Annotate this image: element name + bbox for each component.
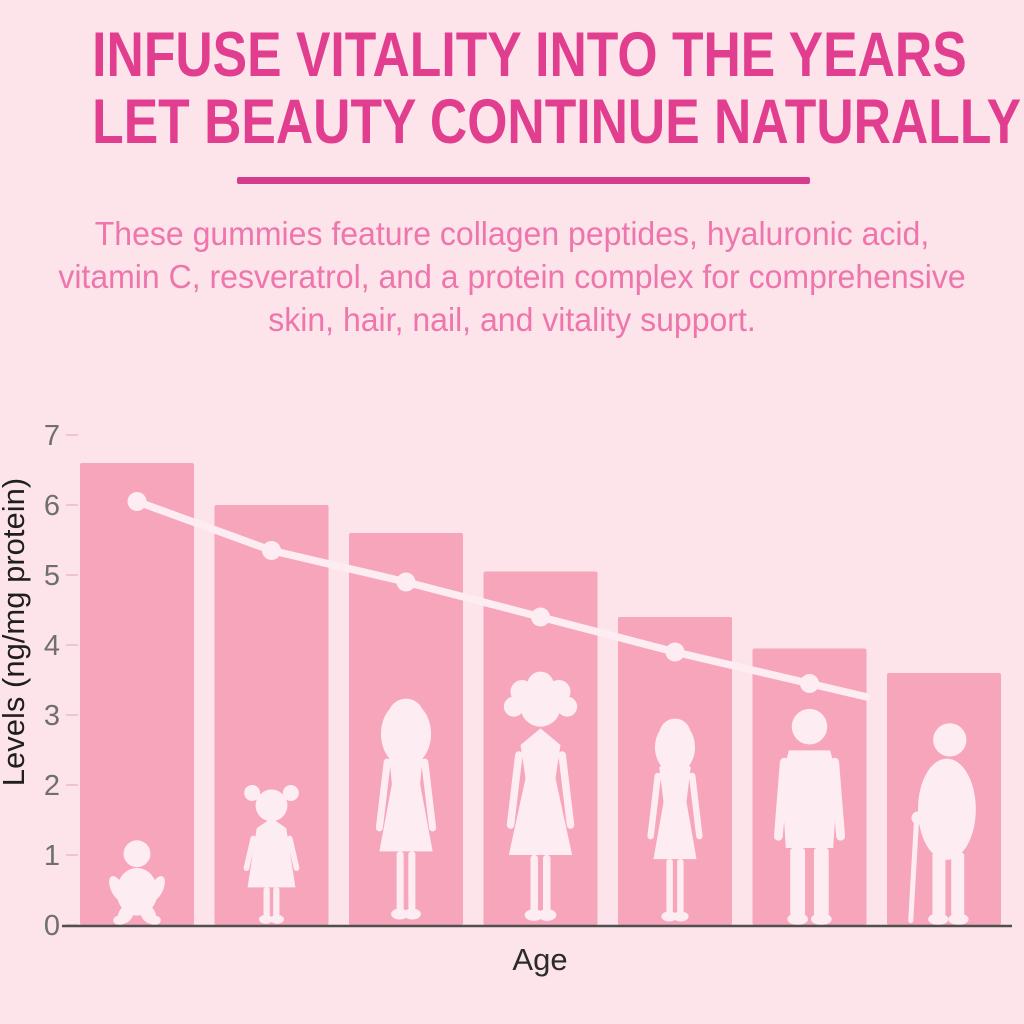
fig-part: [908, 818, 920, 924]
fig-part: [508, 728, 573, 855]
subtitle-text: These gummies feature collagen peptides,…: [58, 215, 966, 338]
fig-part: [258, 914, 273, 924]
fig-part: [781, 750, 838, 849]
elderly-man-with-cane-silhouette: [908, 723, 976, 925]
fig-part: [503, 696, 524, 717]
fig-part: [558, 751, 575, 829]
y-tick-label: 4: [44, 630, 60, 662]
fig-part: [263, 887, 270, 918]
curly-hair-woman-silhouette: [503, 671, 578, 921]
fig-part: [951, 852, 965, 917]
fig-part: [773, 757, 789, 841]
title-line-2: LET BEAUTY CONTINUE NATURALLY: [92, 87, 1022, 157]
fig-part: [659, 718, 691, 751]
fig-part: [270, 914, 285, 924]
fig-part: [557, 696, 578, 717]
trend-marker-4: [531, 607, 550, 627]
y-tick-label: 6: [44, 490, 60, 522]
fig-part: [677, 859, 684, 914]
trend-marker-2: [262, 541, 281, 560]
fig-part: [790, 848, 806, 917]
age-decline-chart: 0 1 2 3 4 5 6 7 Age Levels (ng/mg protein): [0, 400, 1024, 1024]
y-tick-label: 2: [44, 770, 60, 802]
divider-rule: [237, 177, 810, 184]
fig-part: [787, 913, 809, 925]
fig-part: [403, 908, 421, 920]
fig-part: [255, 789, 288, 822]
fig-part: [408, 851, 416, 911]
fig-part: [524, 909, 543, 921]
y-tick-label: 7: [44, 420, 60, 452]
trend-marker-6: [800, 674, 819, 693]
fig-part: [830, 757, 846, 841]
fig-part: [813, 848, 829, 917]
fig-part: [421, 758, 437, 832]
fig-part: [653, 753, 697, 860]
trend-marker-3: [396, 572, 416, 592]
fig-part: [148, 915, 161, 925]
fig-part: [917, 758, 976, 860]
fig-part: [520, 686, 561, 727]
y-tick-label: 3: [44, 700, 60, 732]
fig-part: [247, 817, 296, 888]
fig-part: [109, 876, 126, 902]
fig-part: [391, 908, 409, 920]
fig-part: [282, 784, 299, 801]
fig-part: [647, 772, 662, 840]
fig-part: [123, 840, 151, 868]
fig-part: [375, 758, 391, 832]
fig-part: [543, 855, 551, 912]
fig-part: [387, 698, 425, 735]
middle-aged-woman-silhouette: [647, 718, 703, 922]
fig-part: [506, 751, 523, 829]
fig-part: [148, 876, 165, 902]
y-tick-label: 1: [44, 840, 60, 872]
fig-part: [661, 911, 678, 922]
fig-part: [810, 913, 832, 925]
fig-part: [244, 784, 261, 801]
fig-part: [530, 855, 538, 912]
fig-part: [688, 772, 703, 840]
y-tick-label: 0: [44, 910, 60, 942]
fig-part: [243, 835, 257, 871]
chart-canvas: 0 1 2 3 4 5 6 7 Age Levels (ng/mg protein): [0, 420, 1012, 977]
fig-part: [672, 911, 689, 922]
fig-part: [273, 887, 280, 918]
trend-marker-1: [127, 492, 147, 511]
adult-man-silhouette: [773, 708, 846, 925]
fig-part: [948, 913, 969, 925]
fig-part: [666, 859, 673, 914]
fig-part: [379, 737, 433, 852]
bar-1: [80, 463, 194, 925]
fig-part: [791, 708, 828, 745]
fig-part: [286, 835, 300, 871]
fig-part: [116, 868, 158, 916]
fig-part: [928, 913, 949, 925]
title-line-1: INFUSE VITALITY INTO THE YEARS: [92, 20, 967, 90]
bar-2: [214, 505, 329, 925]
fig-part: [933, 723, 967, 757]
y-axis-title: Levels (ng/mg protein): [0, 478, 31, 786]
page-title: INFUSE VITALITY INTO THE YEARS LET BEAUT…: [0, 22, 1024, 156]
young-woman-silhouette: [375, 698, 437, 920]
fig-part: [538, 909, 557, 921]
fig-part: [113, 915, 126, 925]
fig-part: [396, 851, 404, 911]
y-tick-label: 5: [44, 560, 60, 592]
trend-marker-5: [665, 642, 685, 662]
fig-part: [932, 852, 946, 917]
toddler-girl-silhouette: [243, 784, 300, 924]
baby-silhouette: [109, 840, 165, 925]
x-axis-title: Age: [512, 942, 567, 977]
